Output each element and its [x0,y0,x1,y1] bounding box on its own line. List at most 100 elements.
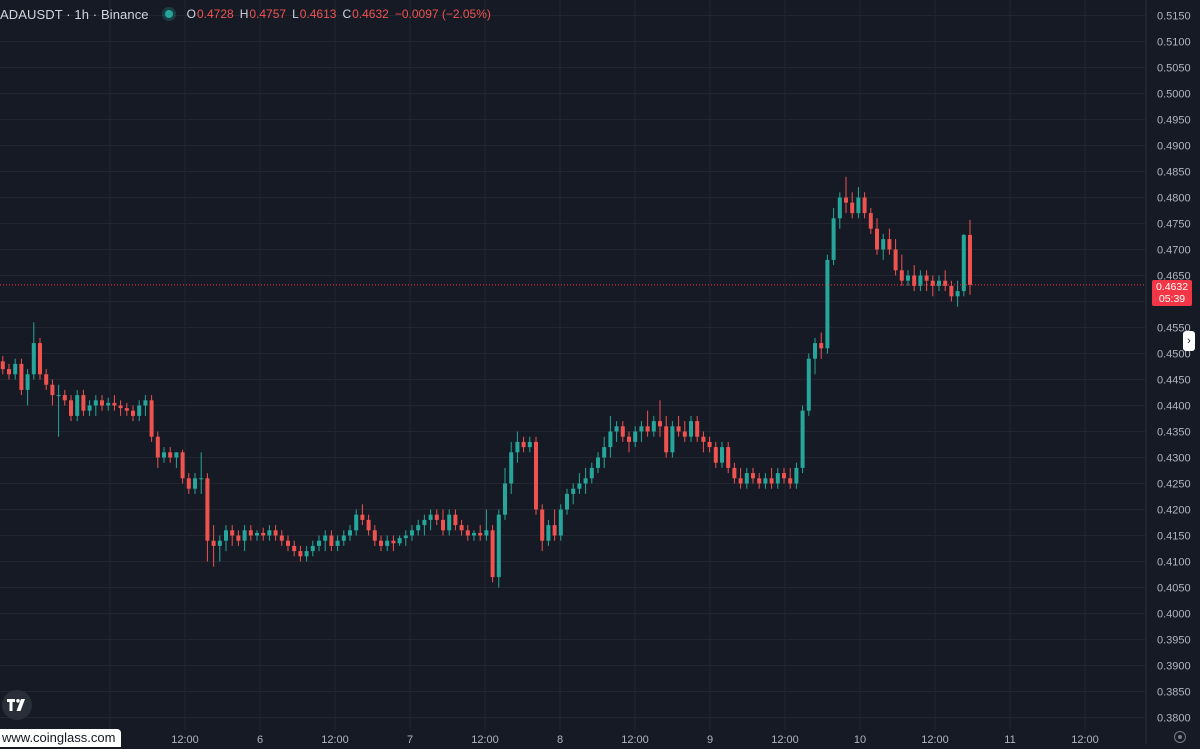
candle [19,358,24,396]
candle [577,473,582,494]
x-tick-label: 7 [407,734,413,744]
candle-body [484,530,489,536]
price-axis[interactable]: 0.5150 0.5100 0.5050 0.5000 0.4950 0.4900 0.48… [1145,0,1191,744]
candle [503,467,507,520]
candle [162,447,166,463]
candle-body [937,280,941,286]
candle [75,389,80,422]
scroll-right-icon[interactable]: › [1183,331,1195,351]
settings-icon[interactable] [1174,731,1186,743]
candle-body [131,410,135,416]
candle [701,431,706,453]
candle-body [496,514,501,578]
candle [639,421,644,442]
ohlc-open: O0.4728 [186,7,234,21]
time-axis[interactable]: 512:00612:00712:00812:00912:001012:00111… [107,734,1099,746]
x-tick-label: 8 [557,734,563,744]
candle [881,233,886,260]
candle [217,535,222,562]
y-tick-label: 0.5100 [1157,37,1191,49]
candle [800,405,805,474]
candle [348,525,352,541]
candle [118,400,123,416]
candle [87,400,92,416]
candle-body [608,431,613,448]
y-tick-label: 0.4750 [1157,219,1191,231]
candle [385,535,390,552]
symbol-legend: ADAUSDT · 1h · Binance O0.4728 H0.4757 L… [0,6,491,22]
candle-body [205,478,210,541]
candle [943,270,948,292]
y-tick-label: 0.4500 [1157,349,1191,361]
y-tick-label: 0.3950 [1157,635,1191,647]
candle-body [837,197,842,219]
candle [527,436,532,453]
candle-body [292,545,297,552]
candle [738,467,743,489]
candle [472,530,476,541]
candle-body [69,400,73,416]
candle-body [794,467,799,484]
candle [137,400,142,422]
candle-body [416,525,421,531]
candle-body [664,426,669,453]
last-price-value: 0.4632 [1155,281,1189,293]
candle-body [627,436,631,442]
candle-body [602,447,607,458]
candle [44,369,49,390]
candle [651,415,656,437]
candle-body [124,408,129,411]
candle-body [862,197,867,214]
candle-body [552,525,557,536]
candle-body [490,530,495,578]
candle-body [540,509,545,541]
candle [627,431,631,453]
candle-body [645,426,650,432]
candle-body [943,280,948,286]
candle [769,467,774,489]
candle [31,322,36,380]
candle [38,337,42,380]
candle-body [893,249,898,271]
candle-body [242,530,247,541]
symbol-label[interactable]: ADAUSDT · 1h · Binance [0,6,149,22]
candle-body [968,234,972,285]
candle-body [453,514,458,526]
candle-body [93,400,98,406]
candle-body [850,202,855,214]
tradingview-logo-glyph [7,699,25,711]
candle [372,525,377,546]
candle [248,525,253,541]
candle-body [682,431,687,437]
candle [887,228,892,255]
candle [788,467,793,489]
candle-body [546,525,551,541]
candle-body [701,436,706,442]
candle-body [769,478,774,484]
candle-body [558,509,563,536]
candle [589,462,594,484]
candle [806,353,811,416]
candle-body [106,402,111,406]
candle-body [341,535,346,541]
candle [720,441,724,468]
candle-body [434,514,439,520]
candle-body [521,441,526,448]
candle-body [304,551,309,557]
candle [168,447,173,463]
candle-body [391,540,396,544]
candle-body [56,395,61,397]
y-tick-label: 0.4450 [1157,375,1191,387]
candle [428,509,433,531]
candle [751,467,755,484]
candle-body [881,239,886,250]
tradingview-logo-icon[interactable] [2,690,32,720]
candle-body [782,473,786,479]
y-tick-label: 0.4950 [1157,115,1191,127]
ohlc-high: H0.4757 [239,7,287,21]
candle-body [800,410,805,468]
y-tick-label: 0.3800 [1157,713,1191,725]
candle [775,467,780,489]
